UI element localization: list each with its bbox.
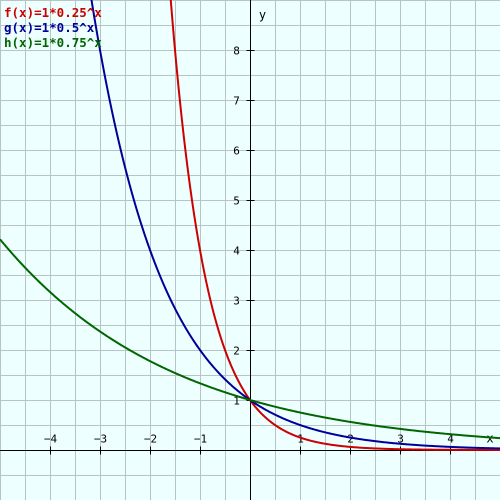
y-tick-label: 2 xyxy=(233,345,240,358)
x-tick-label: −2 xyxy=(144,433,157,446)
x-tick-label: 3 xyxy=(397,433,404,446)
y-tick-label: 8 xyxy=(233,45,240,58)
x-axis-label: x xyxy=(486,432,493,446)
x-tick-label: −3 xyxy=(94,433,107,446)
curves xyxy=(0,0,500,451)
y-tick-label: 1 xyxy=(233,395,240,408)
x-tick-label: 4 xyxy=(447,433,454,446)
y-axis-label: y xyxy=(259,8,266,22)
y-tick-label: 3 xyxy=(233,295,240,308)
x-tick-label: −1 xyxy=(194,433,207,446)
x-tick-label: −4 xyxy=(44,433,58,446)
y-tick-label: 7 xyxy=(233,95,240,108)
series-curve xyxy=(0,238,500,440)
legend: f(x)=1*0.25^xg(x)=1*0.5^xh(x)=1*0.75^x xyxy=(4,5,102,50)
x-tick-label: 1 xyxy=(297,433,304,446)
legend-entry: g(x)=1*0.5^x xyxy=(4,20,95,35)
y-tick-label: 5 xyxy=(233,195,240,208)
tick-marks xyxy=(50,50,451,455)
legend-entry: f(x)=1*0.25^x xyxy=(4,5,102,20)
y-tick-label: 6 xyxy=(233,145,240,158)
y-tick-label: 4 xyxy=(233,245,240,258)
tick-labels: −4 −3 −2 −1 1 2 3 4 1 2 3 4 5 6 7 8 x y xyxy=(44,8,494,446)
legend-entry: h(x)=1*0.75^x xyxy=(4,35,102,50)
x-tick-label: 2 xyxy=(347,433,354,446)
